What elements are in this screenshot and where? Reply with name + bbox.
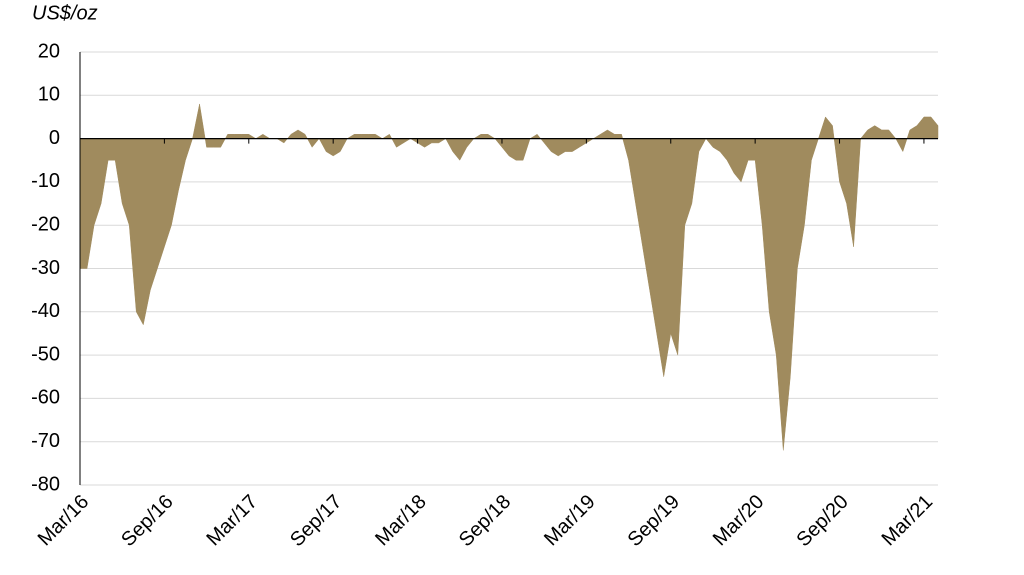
- y-tick-label: -10: [31, 170, 60, 192]
- y-tick-label: 20: [38, 40, 60, 62]
- x-tick-label: Mar/18: [371, 491, 431, 551]
- x-tick-label: Sep/20: [792, 491, 852, 551]
- y-tick-label: -40: [31, 300, 60, 322]
- x-tick-label: Mar/19: [540, 491, 600, 551]
- x-tick-label: Sep/18: [455, 491, 515, 551]
- x-tick-label: Mar/17: [202, 491, 262, 551]
- x-tick-label: Mar/21: [878, 491, 938, 551]
- y-tick-label: -70: [31, 430, 60, 452]
- y-tick-label: -60: [31, 387, 60, 409]
- x-tick-label: Mar/20: [709, 491, 769, 551]
- x-tick-label: Sep/16: [117, 491, 177, 551]
- x-tick-label: Mar/16: [34, 491, 94, 551]
- y-tick-label: 0: [49, 127, 60, 149]
- y-tick-label: -50: [31, 343, 60, 365]
- x-tick-label: Sep/17: [286, 491, 346, 551]
- x-tick-label: Sep/19: [624, 491, 684, 551]
- y-axis-label: US$/oz: [32, 2, 98, 24]
- y-tick-label: -30: [31, 257, 60, 279]
- y-tick-label: -20: [31, 213, 60, 235]
- y-tick-label: 10: [38, 84, 60, 106]
- y-tick-label: -80: [31, 473, 60, 495]
